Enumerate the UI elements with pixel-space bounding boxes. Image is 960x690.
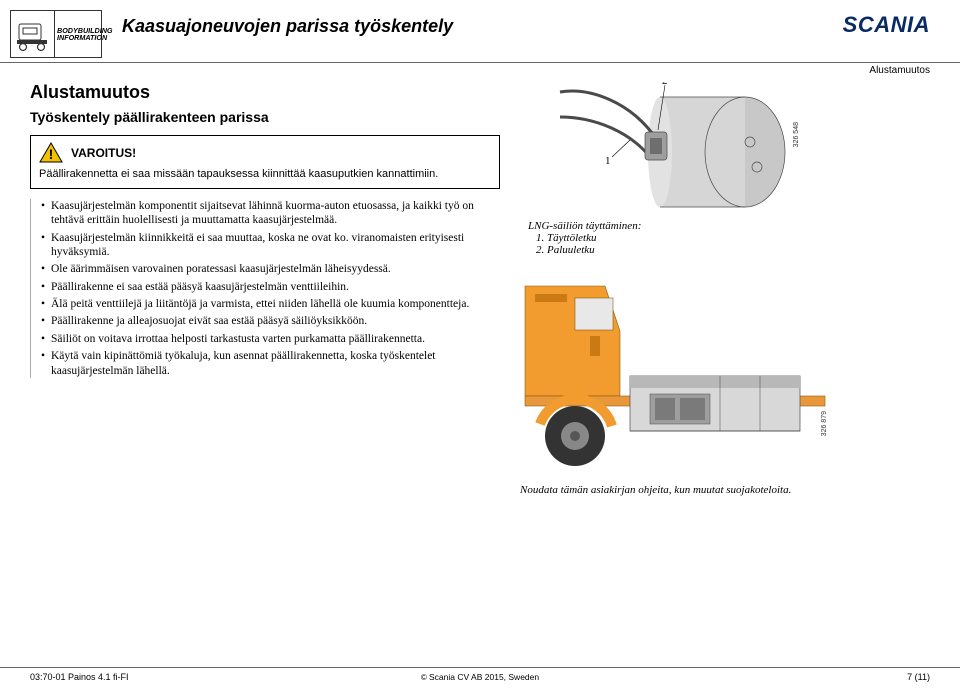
right-column: 1 2 326 548 LNG-säiliön täyttäminen: 1. … <box>520 82 930 496</box>
page-header: BODYBUILDING INFORMATION Kaasuajoneuvoje… <box>0 0 960 63</box>
brand-logo: SCANIA <box>843 10 930 38</box>
figure2-code: 326 879 <box>821 411 828 436</box>
figure1-caption: LNG-säiliön täyttäminen: 1. Täyttöletku … <box>528 220 930 256</box>
badge-truck-icon <box>11 11 55 57</box>
warning-label: VAROITUS! <box>71 146 136 160</box>
figure1-caption-l2: 2. Paluuletku <box>528 244 930 256</box>
page-footer: 03:70-01 Painos 4.1 fi-FI Scania CV AB 2… <box>0 667 960 682</box>
list-item: Älä peitä venttiilejä ja liitäntöjä ja v… <box>41 297 500 311</box>
list-item: Ole äärimmäisen varovainen poratessasi k… <box>41 262 500 276</box>
footer-left: 03:70-01 Painos 4.1 fi-FI <box>30 672 129 682</box>
fig1-label-2: 2 <box>662 82 668 87</box>
list-item: Käytä vain kipinättömiä työkaluja, kun a… <box>41 349 500 378</box>
figure1-caption-title: LNG-säiliön täyttäminen: <box>528 220 930 232</box>
svg-text:!: ! <box>49 146 54 162</box>
figure-truck-side: 326 879 <box>520 276 830 476</box>
footer-right: 7 (11) <box>907 672 930 682</box>
bullet-list: Kaasujärjestelmän komponentit sijaitseva… <box>30 199 500 378</box>
running-header: Alustamuutos <box>0 63 960 76</box>
figure-lng-tank: 1 2 326 548 <box>550 82 790 212</box>
list-item: Päällirakenne ei saa estää pääsyä kaasuj… <box>41 280 500 294</box>
section-heading: Alustamuutos <box>30 82 500 103</box>
badge-line2: INFORMATION <box>57 34 101 41</box>
subsection-heading: Työskentely päällirakenteen parissa <box>30 109 500 125</box>
list-item: Kaasujärjestelmän kiinnikkeitä ei saa mu… <box>41 231 500 260</box>
figure1-code: 326 548 <box>793 122 800 147</box>
figure2-caption: Noudata tämän asiakirjan ohjeita, kun mu… <box>520 484 930 496</box>
fig1-label-1: 1 <box>605 155 611 167</box>
document-title: Kaasuajoneuvojen parissa työskentely <box>122 10 843 37</box>
warning-box: ! VAROITUS! Päällirakennetta ei saa miss… <box>30 135 500 189</box>
warning-text: Päällirakennetta ei saa missään tapaukse… <box>39 168 491 182</box>
figure1-caption-l1: 1. Täyttöletku <box>528 232 930 244</box>
list-item: Kaasujärjestelmän komponentit sijaitseva… <box>41 199 500 228</box>
bodybuilding-badge: BODYBUILDING INFORMATION <box>10 10 102 58</box>
left-column: Alustamuutos Työskentely päällirakenteen… <box>30 82 500 496</box>
footer-center: Scania CV AB 2015, Sweden <box>421 672 539 682</box>
list-item: Säiliöt on voitava irrottaa helposti tar… <box>41 332 500 346</box>
list-item: Päällirakenne ja alleajosuojat eivät saa… <box>41 314 500 328</box>
content-area: Alustamuutos Työskentely päällirakenteen… <box>0 76 960 496</box>
warning-icon: ! <box>39 142 63 164</box>
